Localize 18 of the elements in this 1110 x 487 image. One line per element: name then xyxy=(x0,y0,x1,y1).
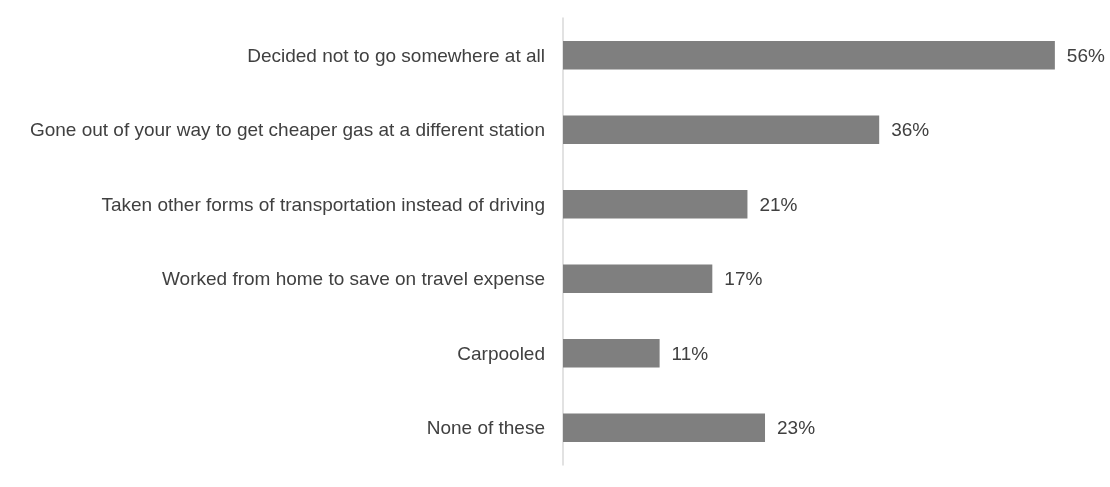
data-label: 17% xyxy=(724,268,763,290)
bar xyxy=(563,264,713,293)
data-label: 11% xyxy=(671,342,709,364)
data-label: 23% xyxy=(777,417,816,439)
data-label: 56% xyxy=(1066,44,1105,66)
y-tick-label: Carpooled xyxy=(457,342,545,364)
bar xyxy=(563,41,1055,70)
y-tick-label: Worked from home to save on travel expense xyxy=(161,268,545,290)
y-tick-label: None of these xyxy=(426,417,545,439)
y-tick-label: Taken other forms of transportation instead of driving xyxy=(101,193,545,215)
bar xyxy=(563,115,880,144)
data-label: 21% xyxy=(759,193,798,215)
y-tick-label: Gone out of your way to get cheaper gas at a different station xyxy=(29,119,545,141)
bar xyxy=(563,413,766,442)
data-label: 36% xyxy=(891,119,930,141)
bar xyxy=(563,339,660,368)
y-tick-label: Decided not to go somewhere at all xyxy=(247,44,545,66)
bar xyxy=(563,190,748,219)
